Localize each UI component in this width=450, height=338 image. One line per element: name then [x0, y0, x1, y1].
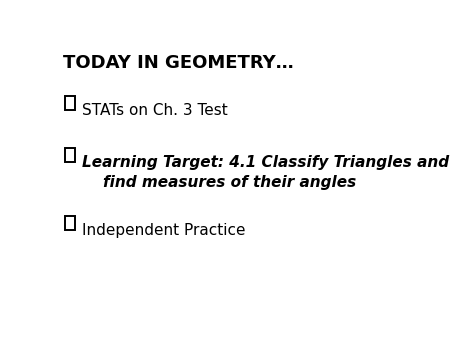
Text: Independent Practice: Independent Practice [82, 223, 246, 238]
Bar [65, 96, 76, 110]
Text: TODAY IN GEOMETRY…: TODAY IN GEOMETRY… [63, 54, 294, 72]
Text: Learning Target: 4.1 Classify Triangles and
    find measures of their angles: Learning Target: 4.1 Classify Triangles … [82, 155, 450, 190]
Bar [65, 148, 76, 162]
Text: STATs on Ch. 3 Test: STATs on Ch. 3 Test [82, 103, 228, 118]
Bar [65, 216, 76, 230]
